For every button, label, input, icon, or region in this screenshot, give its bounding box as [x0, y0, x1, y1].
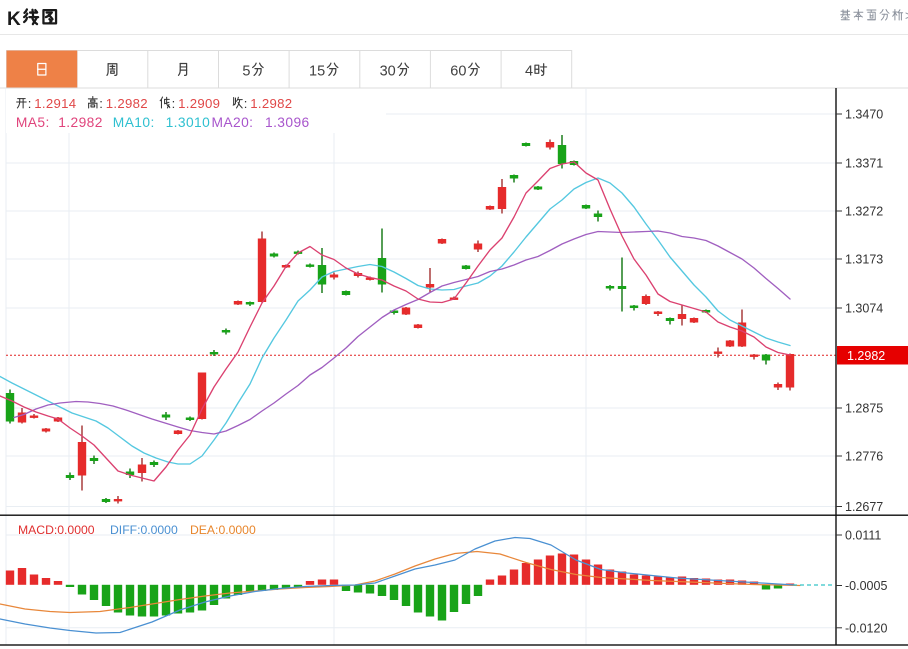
svg-text:1.2914: 1.2914	[34, 96, 76, 111]
svg-text:1.2982: 1.2982	[106, 96, 148, 111]
svg-text:1.3173: 1.3173	[845, 253, 883, 267]
svg-text::: :	[99, 96, 103, 111]
svg-text:1.2677: 1.2677	[845, 500, 883, 514]
svg-text:30: 30	[380, 64, 396, 80]
svg-text:1.3010: 1.3010	[166, 115, 211, 130]
svg-text:-0.0005: -0.0005	[845, 579, 887, 593]
svg-text:MA10:: MA10:	[113, 115, 155, 130]
svg-text:1.3074: 1.3074	[845, 302, 883, 316]
svg-text:MA20:: MA20:	[212, 115, 254, 130]
svg-text:DEA:0.0000: DEA:0.0000	[190, 523, 256, 537]
svg-text:4: 4	[525, 64, 533, 80]
svg-text:1.2875: 1.2875	[845, 402, 883, 416]
svg-text:15: 15	[309, 64, 325, 80]
svg-text:1.3272: 1.3272	[845, 205, 883, 219]
svg-text:1.2982: 1.2982	[847, 349, 885, 363]
svg-text:1.3371: 1.3371	[845, 157, 883, 171]
svg-text:>: >	[905, 9, 908, 23]
svg-text:1.2776: 1.2776	[845, 450, 883, 464]
svg-text:-0.0120: -0.0120	[845, 621, 887, 635]
svg-text:60: 60	[450, 64, 466, 80]
svg-text:1.2982: 1.2982	[250, 96, 292, 111]
svg-text:MA5:: MA5:	[16, 115, 50, 130]
svg-text:K: K	[7, 9, 21, 30]
svg-text:DIFF:0.0000: DIFF:0.0000	[110, 523, 178, 537]
svg-text::: :	[244, 96, 248, 111]
svg-text:1.3096: 1.3096	[265, 115, 310, 130]
svg-text:MACD:0.0000: MACD:0.0000	[18, 523, 95, 537]
svg-text:1.3470: 1.3470	[845, 108, 883, 122]
svg-text::: :	[28, 96, 32, 111]
svg-text:5: 5	[242, 64, 250, 80]
svg-text:0.0111: 0.0111	[845, 529, 881, 543]
svg-text:1.2909: 1.2909	[178, 96, 220, 111]
svg-text::: :	[172, 96, 176, 111]
svg-text:1.2982: 1.2982	[58, 115, 103, 130]
